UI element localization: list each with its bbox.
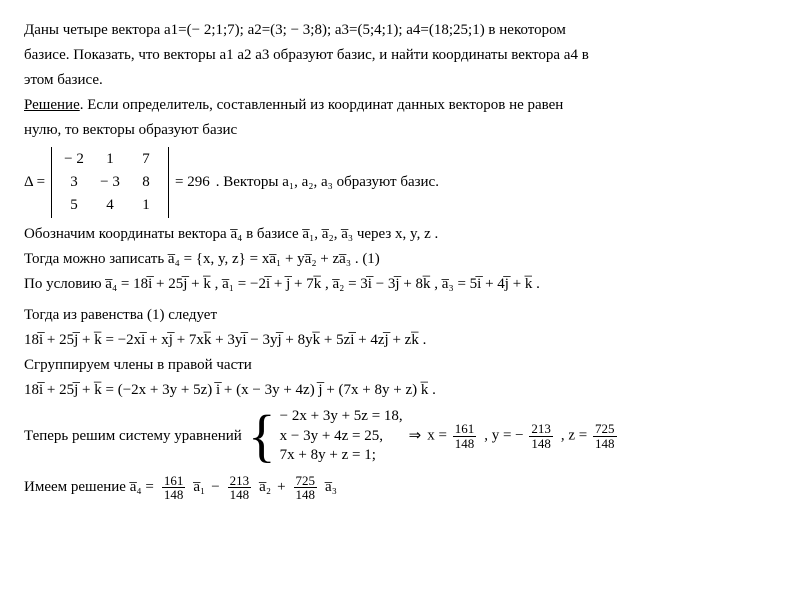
y-lhs: , y = − <box>484 428 523 444</box>
m-00: − 2 <box>62 149 86 170</box>
det-equals: = 296 <box>175 172 210 193</box>
m-01: 1 <box>98 149 122 170</box>
solution-intro-text-1: . Если определитель, составленный из коо… <box>80 97 564 113</box>
problem-line-2: базисе. Показать, что векторы a1 a2 a3 о… <box>24 45 776 66</box>
m-12: 8 <box>134 172 158 193</box>
y-frac: 213 148 <box>527 422 555 450</box>
system-equations: − 2x + 3y + 5z = 18, x − 3y + 4z = 25, 7… <box>280 407 403 466</box>
f3-num: 725 <box>294 474 318 489</box>
z-num: 725 <box>593 422 617 437</box>
sys-eq-1: − 2x + 3y + 5z = 18, <box>280 407 403 427</box>
x-num: 161 <box>453 422 477 437</box>
then-line: Тогда можно записать a̅₄ = {x, y, z} = x… <box>24 249 776 270</box>
system-wrapper: { − 2x + 3y + 5z = 18, x − 3y + 4z = 25,… <box>248 407 403 466</box>
f1-num: 161 <box>162 474 186 489</box>
determinant-row: Δ = − 2 1 7 3 − 3 8 5 4 1 = 296 . Вектор… <box>24 147 776 218</box>
f3-v: a̅₃ <box>325 477 337 498</box>
f1-v: a̅₁ <box>193 477 205 498</box>
now-solve-label: Теперь решим систему уравнений <box>24 426 242 447</box>
sys-eq-3: 7x + 8y + z = 1; <box>280 446 403 466</box>
m-21: 4 <box>98 195 122 216</box>
arrow-icon: ⇒ <box>409 426 422 447</box>
final-row: Имеем решение a̅₄ = 161 148 a̅₁ − 213 14… <box>24 474 776 502</box>
f3-sign: + <box>277 477 285 498</box>
f1-den: 148 <box>162 488 186 502</box>
delta-prefix: Δ = <box>24 172 45 193</box>
m-10: 3 <box>62 172 86 193</box>
f3-den: 148 <box>294 488 318 502</box>
y-den: 148 <box>529 437 553 451</box>
result-y: , y = − 213 148 <box>484 422 555 450</box>
final-f1: 161 148 <box>160 474 188 502</box>
x-lhs: x = <box>427 428 447 444</box>
m-22: 1 <box>134 195 158 216</box>
problem-line-3: этом базисе. <box>24 70 776 91</box>
det-after: . Векторы a₁, a₂, a₃ образуют базис. <box>216 172 439 193</box>
problem-line-1: Даны четыре вектора a1=(− 2;1;7); a2=(3;… <box>24 20 776 41</box>
m-11: − 3 <box>98 172 122 193</box>
eq-group: 18i̅ + 25j̅ + k̅ = (−2x + 3y + 5z) i̅ + … <box>24 380 776 401</box>
group-label: Сгруппируем члены в правой части <box>24 355 776 376</box>
result-x: x = 161 148 <box>427 422 478 450</box>
f2-sign: − <box>211 477 219 498</box>
x-den: 148 <box>453 437 477 451</box>
m-02: 7 <box>134 149 158 170</box>
eq-expand: 18i̅ + 25j̅ + k̅ = −2xi̅ + xj̅ + 7xk̅ + … <box>24 330 776 351</box>
determinant-matrix: − 2 1 7 3 − 3 8 5 4 1 <box>51 147 169 218</box>
y-num: 213 <box>529 422 553 437</box>
final-f2: 213 148 <box>226 474 254 502</box>
m-20: 5 <box>62 195 86 216</box>
x-frac: 161 148 <box>451 422 479 450</box>
z-lhs: , z = <box>561 428 587 444</box>
final-label: Имеем решение a̅₄ = <box>24 477 154 498</box>
system-row: Теперь решим систему уравнений { − 2x + … <box>24 407 776 466</box>
document-page: Даны четыре вектора a1=(− 2;1;7); a2=(3;… <box>0 0 800 600</box>
z-den: 148 <box>593 437 617 451</box>
solution-intro-2: нулю, то векторы образуют базис <box>24 120 776 141</box>
final-f3: 725 148 <box>292 474 320 502</box>
denote-line: Обозначим координаты вектора a̅₄ в базис… <box>24 224 776 245</box>
solution-intro-1: Решение. Если определитель, составленный… <box>24 95 776 116</box>
condition-line: По условию a̅₄ = 18i̅ + 25j̅ + k̅ , a̅₁ … <box>24 274 776 295</box>
f2-v: a̅₂ <box>259 477 271 498</box>
result-z: , z = 725 148 <box>561 422 619 450</box>
eq-follows-label: Тогда из равенства (1) следует <box>24 305 776 326</box>
solution-label: Решение <box>24 97 80 113</box>
sys-eq-2: x − 3y + 4z = 25, <box>280 427 403 447</box>
left-brace-icon: { <box>248 407 280 465</box>
z-frac: 725 148 <box>591 422 619 450</box>
f2-den: 148 <box>228 488 252 502</box>
f2-num: 213 <box>228 474 252 489</box>
